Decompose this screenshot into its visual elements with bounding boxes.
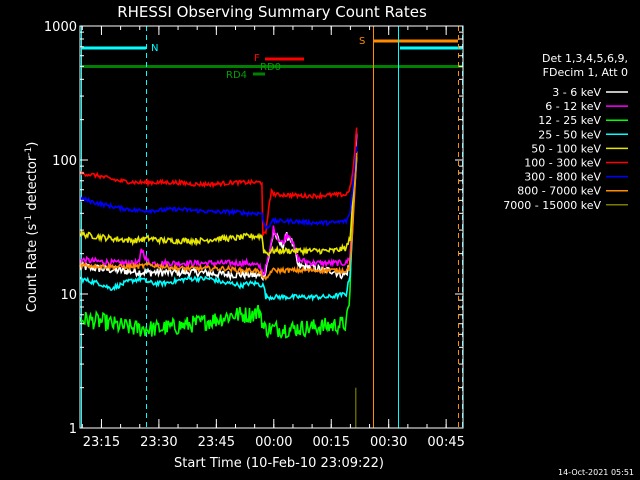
legend: Det 1,3,4,5,6,9, FDecim 1, Att 0 3 - 6 k… [503,52,628,212]
footer-timestamp: 14-Oct-2021 05:51 [558,468,634,477]
legend-label: 50 - 100 keV [531,142,601,155]
y-axis: 1 10 100 1000 [44,20,463,437]
x-tick-label: 23:30 [140,435,177,450]
legend-label: 300 - 800 keV [524,171,601,184]
series-line-4 [79,157,358,302]
series-layer [79,127,358,428]
y-tick-label: 10 [60,288,77,303]
chart-title: RHESSI Observing Summary Count Rates [117,3,427,21]
y-axis-label-part-1: Count Rate (s [25,224,40,313]
rd4-flag-label: RD4 [226,70,247,81]
plot-frame [79,25,464,429]
x-tick-label: 23:45 [198,435,235,450]
legend-header-line-2: FDecim 1, Att 0 [543,66,628,79]
series-line-3 [79,156,358,339]
series-line-7 [79,146,358,230]
x-tick-label: 00:15 [313,435,350,450]
legend-label: 12 - 25 keV [538,114,601,127]
y-axis-label: Count Rate (s-1 detector-1) [24,142,40,313]
x-tick-label: 23:15 [83,435,120,450]
x-axis: 23:15 23:30 23:45 00:00 00:15 00:30 00:45 [81,26,465,450]
series-line-2 [79,131,358,276]
legend-label: 100 - 300 keV [524,157,601,170]
legend-label: 6 - 12 keV [545,100,601,113]
rd0-flag-label: RD0 [260,62,281,73]
series-line-5 [79,151,358,257]
saa-flag-label: S [359,36,365,47]
x-axis-label: Start Time (10-Feb-10 23:09:22) [174,456,384,471]
x-tick-label: 00:30 [370,435,407,450]
y-axis-label-part-3: ) [25,142,40,147]
y-tick-label: 1 [69,422,77,437]
legend-label: 7000 - 15000 keV [503,199,601,212]
x-tick-label: 00:00 [255,435,292,450]
y-axis-label-part-2: detector [25,155,40,215]
series-line-6 [79,127,358,236]
y-axis-label-exponent-1: -1 [24,215,34,224]
night-flag-label: N [151,43,158,54]
y-axis-label-exponent-2: -1 [24,147,34,156]
legend-label: 25 - 50 keV [538,128,601,141]
flare-flag-label: F [254,53,260,64]
series-line-8 [79,152,358,281]
legend-label: 3 - 6 keV [552,86,601,99]
legend-header-line-1: Det 1,3,4,5,6,9, [542,52,628,65]
y-tick-label: 100 [52,154,77,169]
legend-label: 800 - 7000 keV [517,185,601,198]
y-tick-label: 1000 [44,20,77,35]
x-tick-label: 00:45 [427,435,464,450]
